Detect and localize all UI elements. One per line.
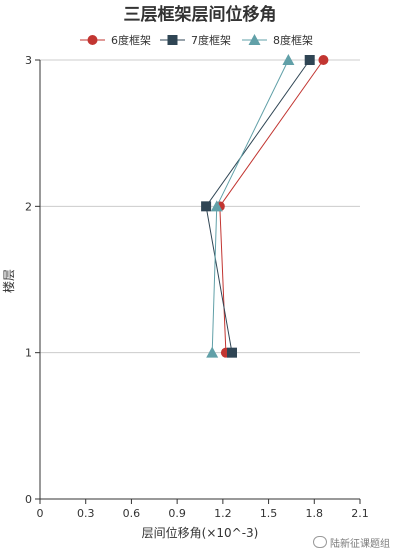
- x-tick-label: 1.2: [214, 507, 232, 520]
- data-point: [318, 55, 329, 65]
- legend: 6度框架 7度框架 8度框架: [80, 33, 313, 47]
- x-tick-label: 0: [37, 507, 44, 520]
- legend-marker: [167, 35, 178, 45]
- x-tick-label: 0.3: [77, 507, 95, 520]
- x-tick-label: 0.6: [123, 507, 141, 520]
- watermark: 陆新征课题组: [313, 535, 390, 550]
- x-tick-label: 1.5: [260, 507, 278, 520]
- series-3: [206, 54, 295, 358]
- data-point: [210, 200, 223, 212]
- legend-label: 6度框架: [111, 33, 151, 47]
- series-2: [201, 55, 315, 358]
- data-point: [282, 54, 295, 65]
- legend-marker: [248, 34, 261, 45]
- plot-area: [201, 54, 329, 358]
- y-tick-label: 3: [25, 54, 32, 67]
- x-tick-label: 1.8: [306, 507, 324, 520]
- legend-label: 8度框架: [273, 33, 313, 47]
- x-axis-label: 层间位移角(×10^-3): [142, 525, 259, 540]
- legend-item: 8度框架: [242, 33, 313, 47]
- y-tick-label: 2: [25, 200, 32, 213]
- data-point: [201, 201, 212, 212]
- y-axis-label: 楼层: [1, 269, 16, 293]
- y-tick-label: 1: [25, 347, 32, 360]
- data-point: [206, 346, 219, 358]
- legend-label: 7度框架: [191, 33, 231, 47]
- watermark-text: 陆新征课题组: [330, 539, 390, 550]
- data-point: [304, 55, 315, 65]
- x-tick-label: 2.1: [351, 507, 369, 520]
- axes: 0 1 2 3 0 0.3 0.6 0.9 1.2 1.5 1.8 2.1: [25, 54, 369, 520]
- y-tick-label: 0: [25, 493, 32, 506]
- wechat-icon: [313, 536, 327, 548]
- legend-marker: [87, 35, 98, 45]
- x-tick-label: 0.9: [168, 507, 186, 520]
- data-point: [227, 347, 237, 358]
- grid: [40, 59, 360, 354]
- legend-item: 6度框架: [80, 33, 151, 47]
- chart-title: 三层框架层间位移角: [124, 4, 277, 25]
- legend-item: 7度框架: [160, 33, 231, 47]
